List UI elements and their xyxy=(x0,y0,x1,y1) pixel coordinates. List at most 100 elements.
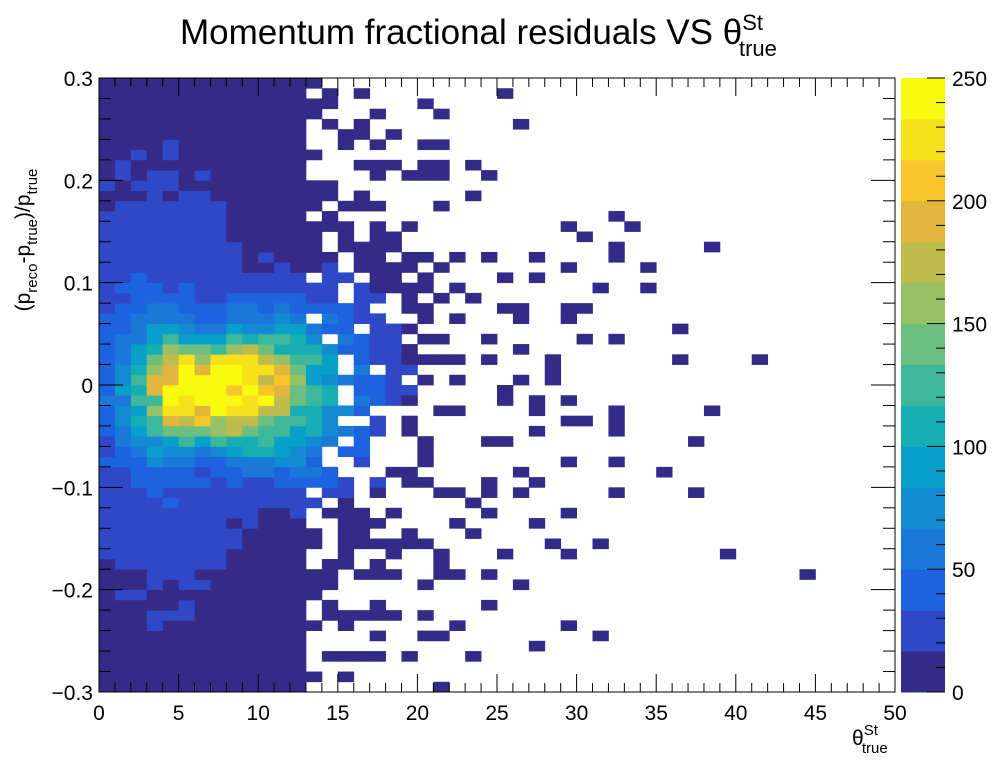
heatmap-cell xyxy=(258,231,275,243)
heatmap-cell xyxy=(226,282,243,294)
heatmap-cell xyxy=(258,456,275,468)
heatmap-cell xyxy=(433,681,450,693)
heatmap-cell xyxy=(274,262,291,273)
heatmap-cell xyxy=(242,170,259,181)
heatmap-cell xyxy=(178,456,195,468)
heatmap-cell xyxy=(290,477,307,488)
heatmap-cell xyxy=(226,139,243,151)
heatmap-cell xyxy=(544,374,562,386)
heatmap-cell xyxy=(226,292,243,304)
heatmap-cell xyxy=(321,323,339,335)
x-tick-label: 45 xyxy=(804,702,827,725)
heatmap-cell xyxy=(162,159,179,171)
heatmap-cell xyxy=(178,374,195,386)
heatmap-cell xyxy=(401,395,418,406)
heatmap-cell xyxy=(258,661,275,672)
heatmap-cell xyxy=(130,354,148,365)
heatmap-cell xyxy=(385,569,402,580)
heatmap-cell xyxy=(321,599,339,611)
heatmap-cell xyxy=(162,303,179,314)
heatmap-cell xyxy=(99,108,116,120)
x-tick-label: 0 xyxy=(93,702,105,725)
heatmap-cell xyxy=(337,200,355,212)
heatmap-cell xyxy=(290,374,307,386)
heatmap-cell xyxy=(353,569,371,580)
heatmap-cell xyxy=(242,589,259,601)
heatmap-cell xyxy=(258,190,275,202)
heatmap-cell xyxy=(369,425,386,437)
heatmap-cell xyxy=(194,456,211,468)
heatmap-cell xyxy=(401,303,418,314)
heatmap-cell xyxy=(242,569,259,580)
heatmap-cell xyxy=(433,569,450,580)
heatmap-cell xyxy=(210,640,227,652)
heatmap-cell xyxy=(226,589,243,601)
heatmap-cell xyxy=(353,333,371,345)
heatmap-cell xyxy=(305,620,323,631)
heatmap-cell xyxy=(242,681,259,693)
heatmap-cell xyxy=(321,118,339,130)
heatmap-cell xyxy=(369,374,386,386)
heatmap-cell xyxy=(258,292,275,304)
heatmap-cell xyxy=(114,599,132,611)
heatmap-cell xyxy=(242,251,259,263)
heatmap-cell xyxy=(242,620,259,631)
heatmap-cell xyxy=(178,241,195,253)
heatmap-cell xyxy=(290,671,307,683)
heatmap-cell xyxy=(226,497,243,509)
heatmap-cell xyxy=(146,323,164,335)
heatmap-cell xyxy=(290,241,307,253)
heatmap-cell xyxy=(210,374,227,386)
heatmap-cell xyxy=(226,159,243,171)
heatmap-cell xyxy=(162,231,179,243)
heatmap-cell xyxy=(242,262,259,273)
heatmap-cell xyxy=(130,374,148,386)
heatmap-cell xyxy=(274,78,291,89)
heatmap-cell xyxy=(210,118,227,130)
heatmap-cell xyxy=(130,681,148,693)
heatmap-cell xyxy=(114,497,132,509)
heatmap-cell xyxy=(162,313,179,324)
heatmap-cell xyxy=(258,425,275,437)
heatmap-cell xyxy=(369,558,386,570)
heatmap-cell xyxy=(194,538,211,550)
heatmap-cell xyxy=(130,180,148,191)
heatmap-cell xyxy=(194,303,211,314)
heatmap-cell xyxy=(417,374,434,386)
heatmap-cell xyxy=(99,313,116,324)
heatmap-cell xyxy=(528,405,546,417)
heatmap-cell xyxy=(242,78,259,89)
heatmap-cell xyxy=(114,221,132,232)
heatmap-cell xyxy=(114,159,132,171)
heatmap-cell xyxy=(305,405,323,417)
heatmap-cell xyxy=(146,446,164,458)
heatmap-cell xyxy=(99,640,116,652)
heatmap-cell xyxy=(178,292,195,304)
heatmap-cell xyxy=(321,466,339,478)
heatmap-cell xyxy=(385,395,402,406)
heatmap-cell xyxy=(162,456,179,468)
heatmap-cell xyxy=(194,170,211,181)
x-tick-label: 30 xyxy=(565,702,588,725)
heatmap-cell xyxy=(353,190,371,202)
heatmap-cell xyxy=(146,630,164,642)
heatmap-cell xyxy=(146,149,164,161)
heatmap-cell xyxy=(290,599,307,611)
heatmap-cell xyxy=(751,354,769,365)
heatmap-cell xyxy=(290,344,307,355)
heatmap-cell xyxy=(162,558,179,570)
heatmap-cell xyxy=(210,231,227,243)
heatmap-cell xyxy=(242,599,259,611)
heatmap-cell xyxy=(226,651,243,662)
heatmap-cell xyxy=(321,262,339,273)
heatmap-cell xyxy=(226,548,243,560)
heatmap-cell xyxy=(274,241,291,253)
heatmap-cell xyxy=(258,118,275,130)
heatmap-cell xyxy=(385,507,402,519)
heatmap-cell xyxy=(130,129,148,140)
colorbar-tick-label: 200 xyxy=(952,191,987,214)
heatmap-cell xyxy=(146,518,164,529)
heatmap-cell xyxy=(242,200,259,212)
heatmap-cell xyxy=(258,395,275,406)
heatmap-cell xyxy=(178,200,195,212)
